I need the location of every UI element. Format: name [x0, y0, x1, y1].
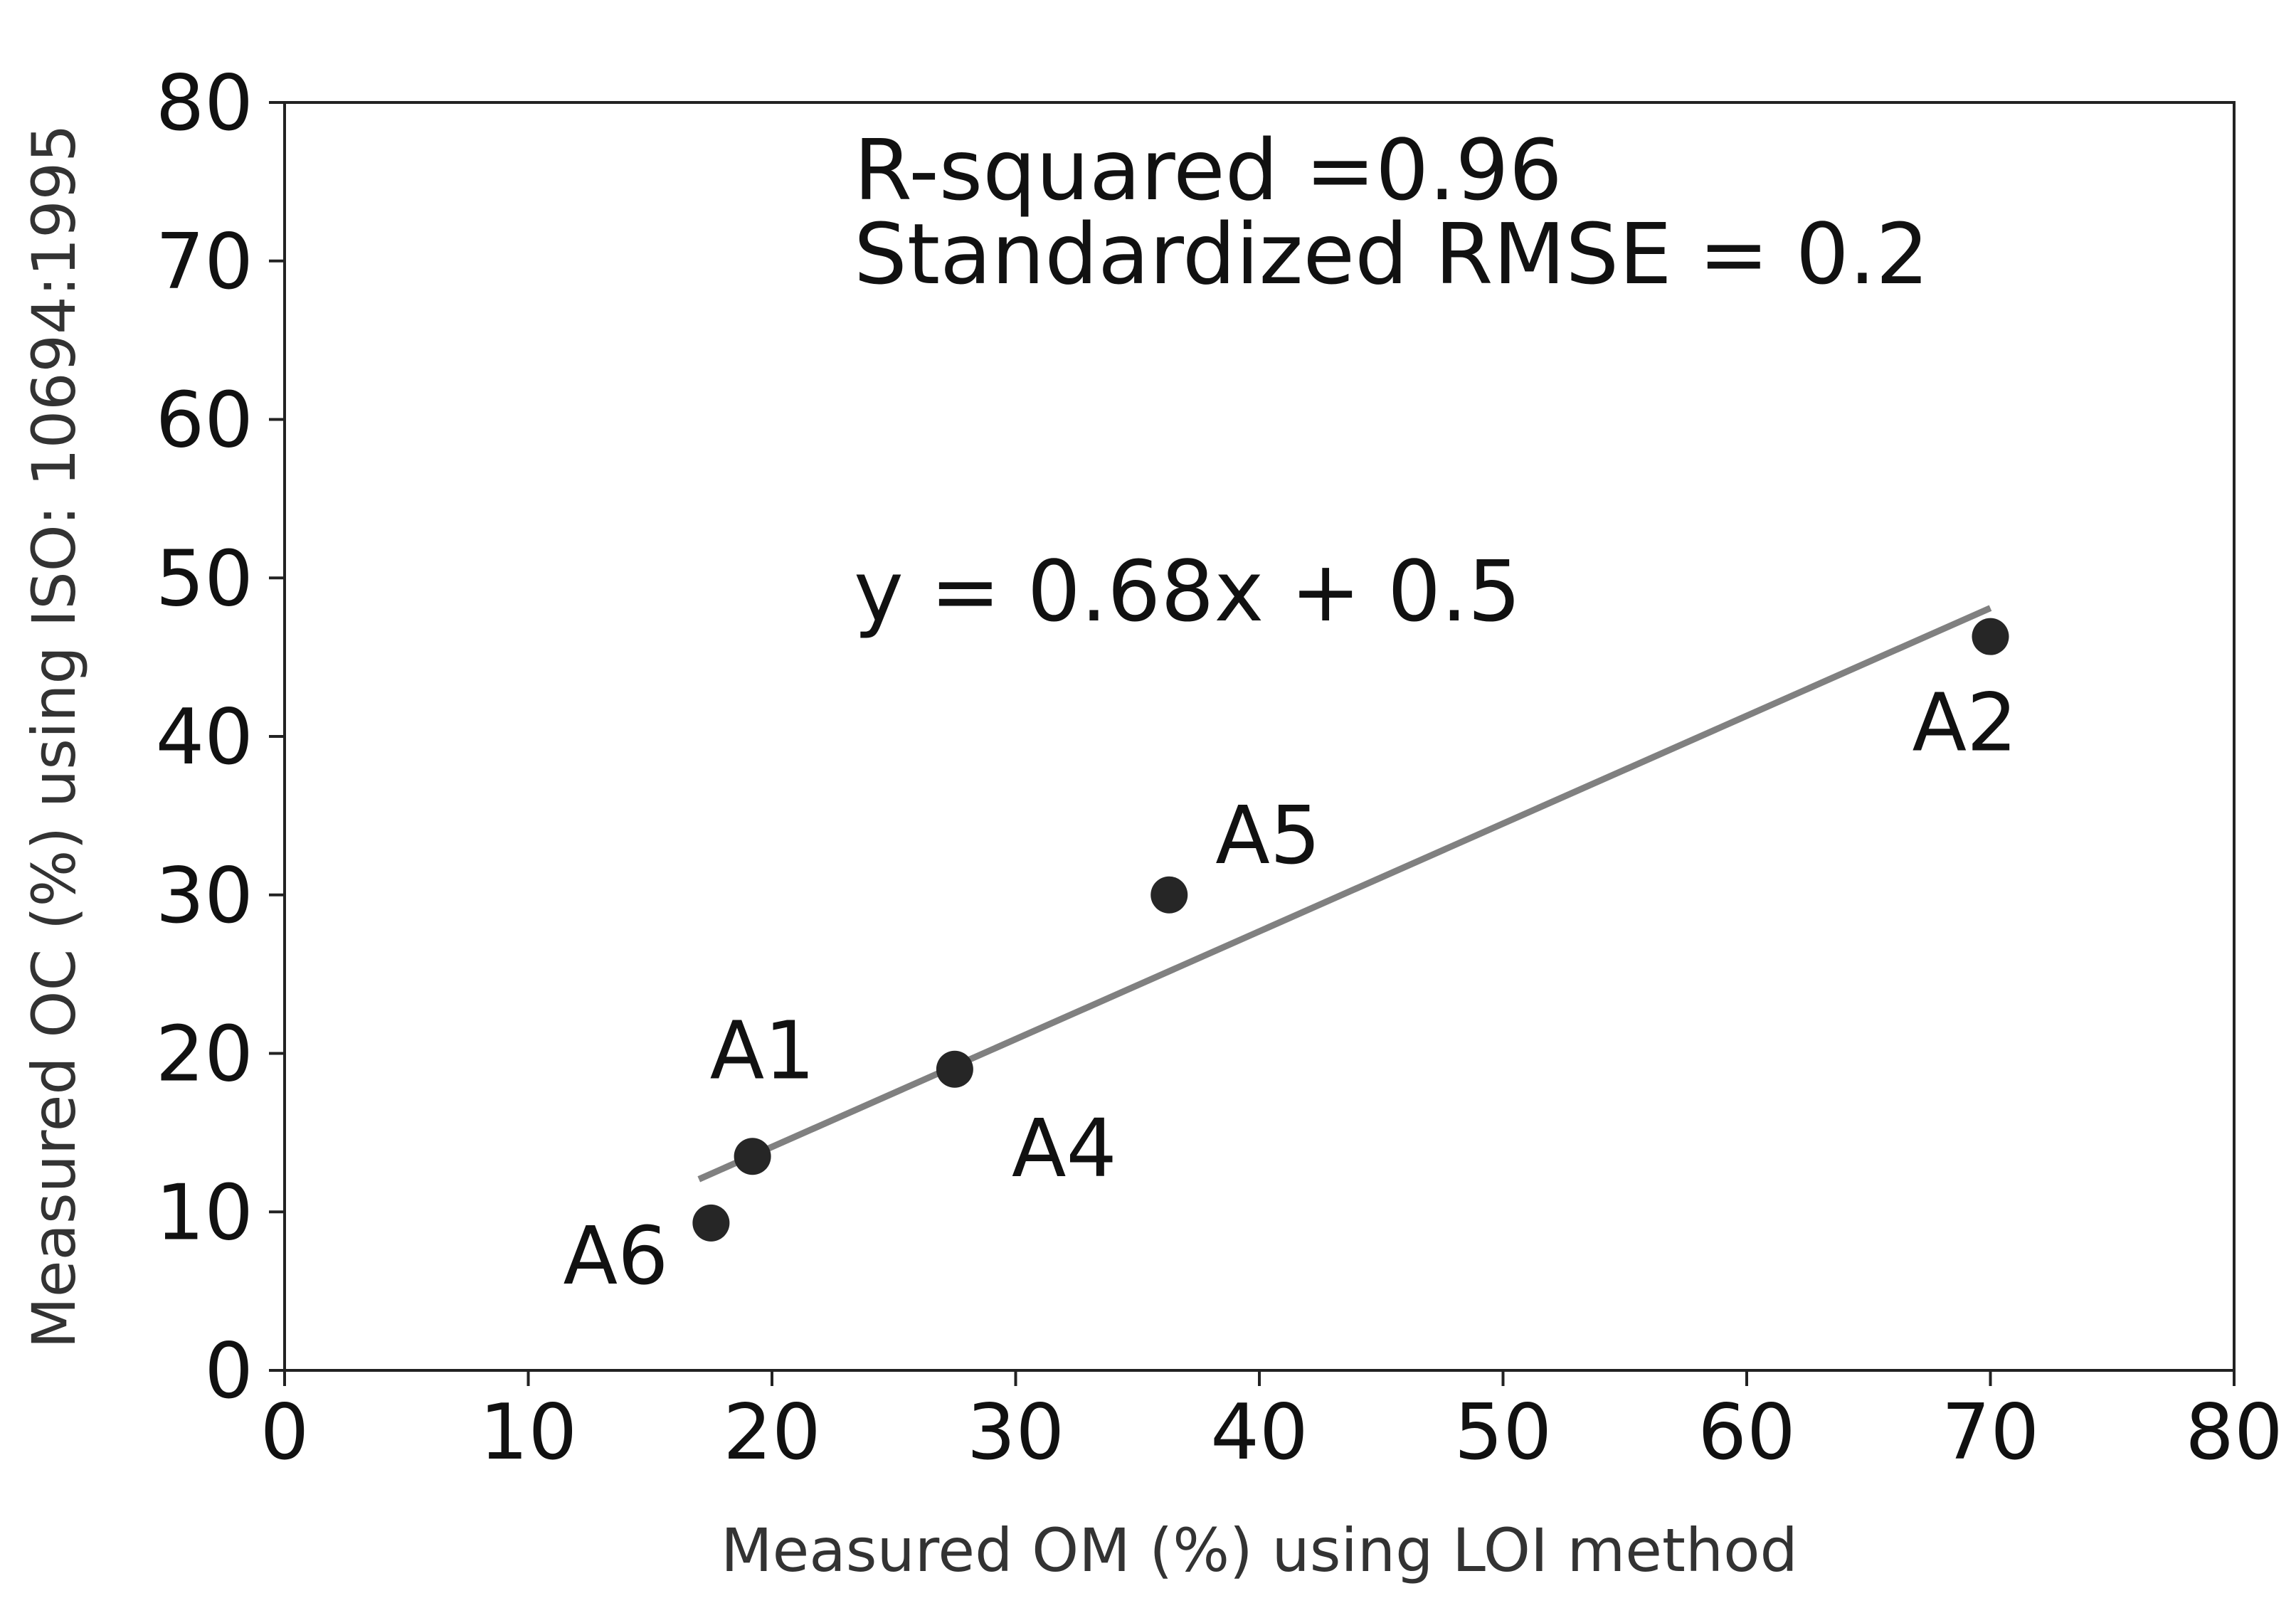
x-tick-label: 40	[1210, 1388, 1308, 1477]
point-label-a4: A4	[1012, 1103, 1117, 1195]
y-tick-label: 70	[156, 218, 253, 307]
data-point-a5	[1150, 876, 1188, 914]
x-axis-ticks: 0 10 20 30 40 50 60 70 80	[260, 1370, 2283, 1477]
y-tick-label: 20	[156, 1010, 253, 1099]
point-label-a5: A5	[1215, 790, 1321, 882]
y-tick-label: 60	[156, 376, 253, 465]
fit-line-layer	[697, 605, 1992, 1183]
x-tick-label: 70	[1942, 1388, 2039, 1477]
data-point-a1	[734, 1138, 771, 1175]
x-tick-label: 60	[1698, 1388, 1795, 1477]
x-tick-label: 50	[1454, 1388, 1552, 1477]
y-tick-label: 10	[156, 1168, 253, 1257]
rmse-annotation: Standardized RMSE = 0.2	[854, 205, 1929, 303]
point-label-a6: A6	[564, 1210, 669, 1303]
y-tick-label: 40	[156, 693, 253, 782]
y-tick-label: 80	[156, 59, 253, 148]
data-point-a4	[936, 1050, 973, 1088]
y-tick-label: 50	[156, 534, 253, 623]
point-label-a2: A2	[1913, 677, 2018, 770]
x-axis-label: Measured OM (%) using LOI method	[721, 1516, 1798, 1585]
x-tick-label: 0	[260, 1388, 310, 1477]
data-point-a6	[692, 1204, 730, 1242]
point-label-a1: A1	[710, 1005, 815, 1097]
fit-equation: y = 0.68x + 0.5	[854, 542, 1521, 640]
fit-line	[697, 605, 1992, 1183]
y-tick-label: 0	[204, 1327, 253, 1416]
y-tick-label: 30	[156, 852, 253, 941]
r-squared-annotation: R-squared =0.96	[854, 121, 1562, 219]
x-tick-label: 30	[967, 1388, 1064, 1477]
y-axis-label: Measured OC (%) using ISO: 10694:1995	[19, 124, 89, 1348]
data-points-layer	[692, 618, 2009, 1242]
plot-frame	[283, 101, 2236, 1372]
x-tick-label: 20	[723, 1388, 820, 1477]
point-labels-layer: A1 A2 A4 A5 A6	[564, 677, 2018, 1303]
y-axis-ticks: 0 10 20 30 40 50 60 70 80	[156, 59, 285, 1416]
x-tick-label: 10	[480, 1388, 577, 1477]
x-tick-label: 80	[2185, 1388, 2282, 1477]
data-point-a2	[1972, 618, 2009, 655]
